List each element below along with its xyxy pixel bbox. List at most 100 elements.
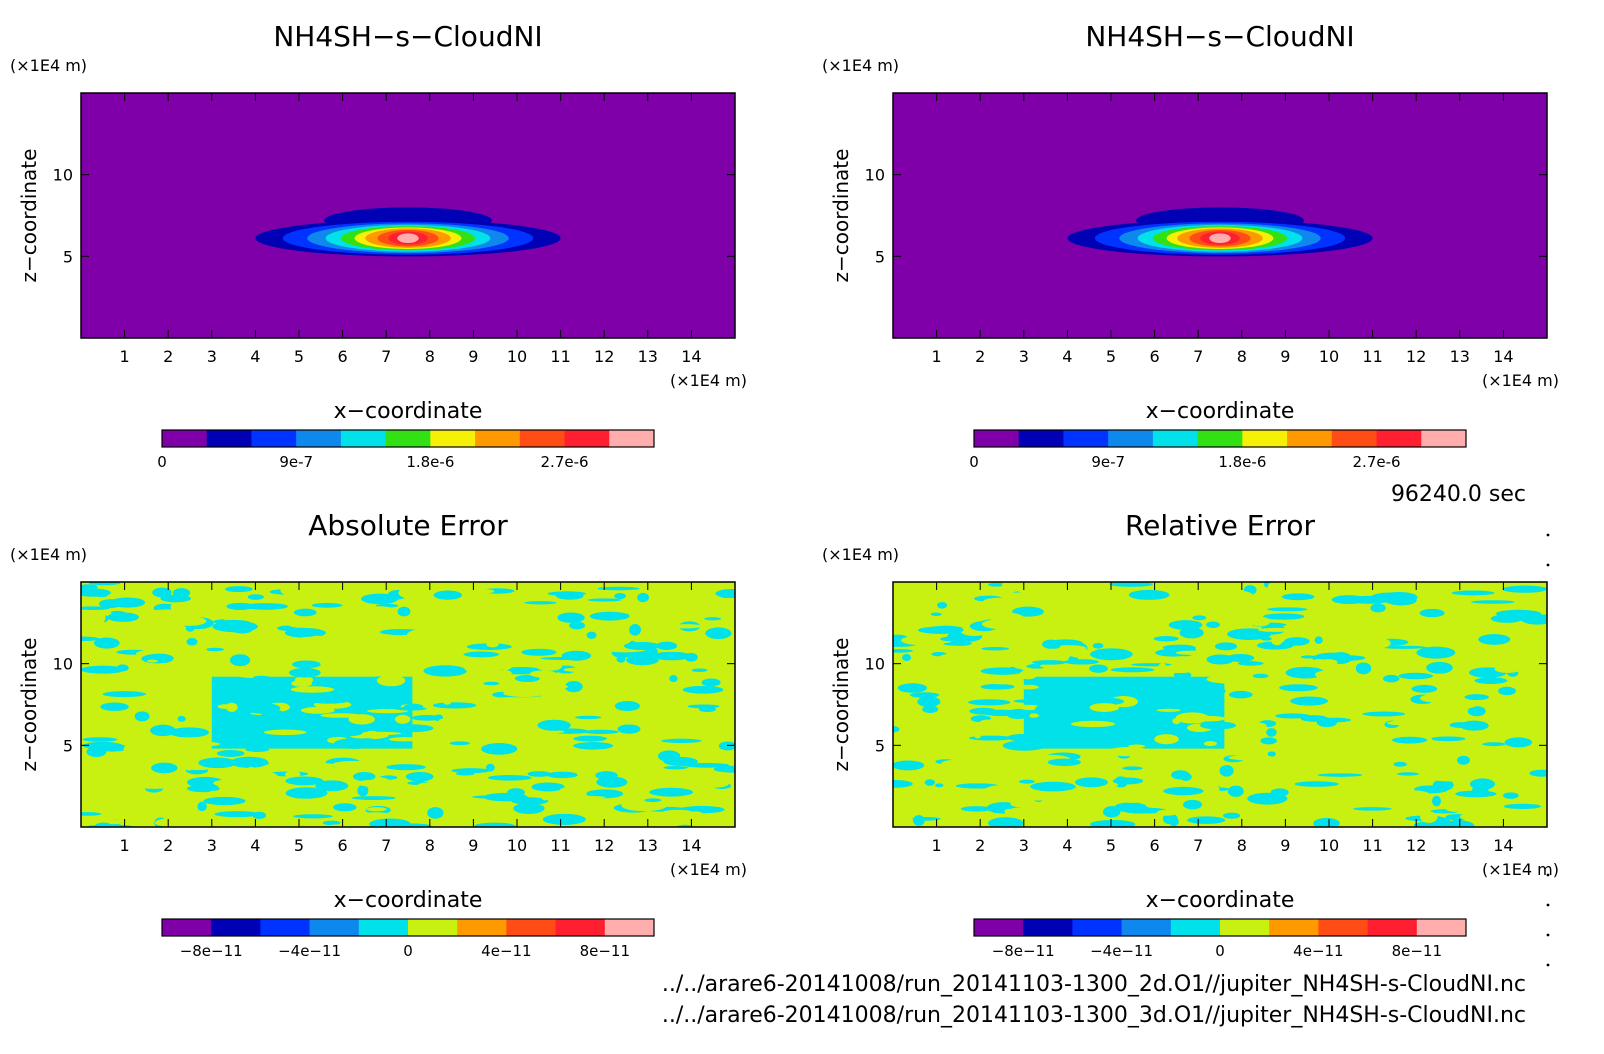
error-blob [310,803,336,808]
error-blob [189,663,212,673]
error-blob [449,741,470,746]
error-blob [575,715,602,720]
error-blob [93,637,120,649]
error-blob [293,608,317,617]
y-tick-label: 5 [875,736,885,755]
error-blob [997,762,1010,773]
error-blob [1257,627,1294,632]
error-blob [245,747,270,752]
error-blob [1183,799,1203,810]
error-blob [1426,661,1453,674]
error-blob [1013,699,1037,703]
error-blob [1451,670,1468,675]
error-blob [917,696,941,708]
error-blob [1267,607,1308,612]
error-blob [1154,734,1179,745]
error-blob [935,783,944,788]
x-tick-label: 11 [1362,347,1382,366]
error-blob [246,766,256,775]
error-blob [1203,741,1217,747]
error-blob [1049,642,1061,649]
error-blob [293,814,333,819]
error-blob [1247,722,1267,730]
error-blob [1459,584,1494,589]
error-blob [309,635,327,641]
x-tick-label: 12 [594,836,614,855]
error-blob [668,624,704,629]
error-blob [1328,699,1338,707]
error-blob [1419,608,1445,618]
error-blob [1398,672,1433,680]
error-blob [1024,791,1053,801]
error-blob [306,695,352,704]
error-blob [715,589,735,599]
error-blob [546,771,578,779]
error-blob [707,601,735,606]
x-tick-label: 5 [294,347,304,366]
x-axis-label: x−coordinate [1146,888,1295,913]
error-blob [1320,717,1351,723]
error-blob [1505,628,1545,636]
error-blob [1431,634,1448,643]
error-blob [1459,720,1489,731]
colorbar-segment [1197,430,1243,447]
error-blob [353,772,376,782]
x-tick-label: 9 [1280,347,1290,366]
colorbar-segment [519,430,566,447]
x-tick-label: 3 [207,836,217,855]
error-blob [657,750,681,762]
error-blob [1385,647,1427,655]
error-blob [81,759,120,770]
error-blob [351,664,380,676]
error-blob [1296,671,1316,677]
error-blob [937,601,948,609]
error-blob [172,588,191,598]
error-blob [203,796,246,806]
error-blob [1228,754,1274,761]
error-blob [1243,804,1267,812]
error-blob [1068,630,1082,638]
error-blob [614,593,626,600]
error-blob [261,791,293,800]
error-blob [1430,736,1466,742]
error-blob [1121,590,1131,594]
error-blob [513,802,545,814]
error-blob [1503,792,1519,799]
colorbar-segment [564,430,610,447]
error-blob [184,759,194,771]
y-tick-label: 5 [63,247,73,266]
marker-dot [1546,533,1550,537]
error-blob [1018,750,1036,754]
x-tick-label: 12 [1406,836,1426,855]
error-blob [225,586,253,593]
error-blob [366,807,387,812]
colorbar-tick-label: 8e−11 [1392,942,1442,960]
x-tick-label: 4 [250,347,260,366]
error-blob [177,715,186,722]
error-blob [226,602,255,610]
error-blob [527,771,551,777]
error-blob [1470,600,1515,604]
error-blob [405,771,434,782]
error-blob [507,788,525,798]
colorbar-segment [974,919,1024,936]
error-blob [940,636,965,642]
error-blob [1206,674,1252,684]
error-blob [1228,690,1253,699]
error-blob [421,793,446,798]
error-blob [521,648,557,656]
error-blob [496,700,531,710]
error-blob [1114,802,1148,813]
x-tick-label: 11 [1362,836,1382,855]
colorbar-segment [1331,430,1378,447]
error-blob [149,698,172,708]
error-blob [1458,605,1468,616]
error-blob [985,711,999,715]
error-blob [950,778,970,785]
colorbar-segment [430,430,476,447]
error-blob [432,702,477,709]
error-blob [1179,627,1204,639]
x-tick-label: 1 [932,836,942,855]
x-tick-label: 12 [594,347,614,366]
error-blob [427,807,444,819]
